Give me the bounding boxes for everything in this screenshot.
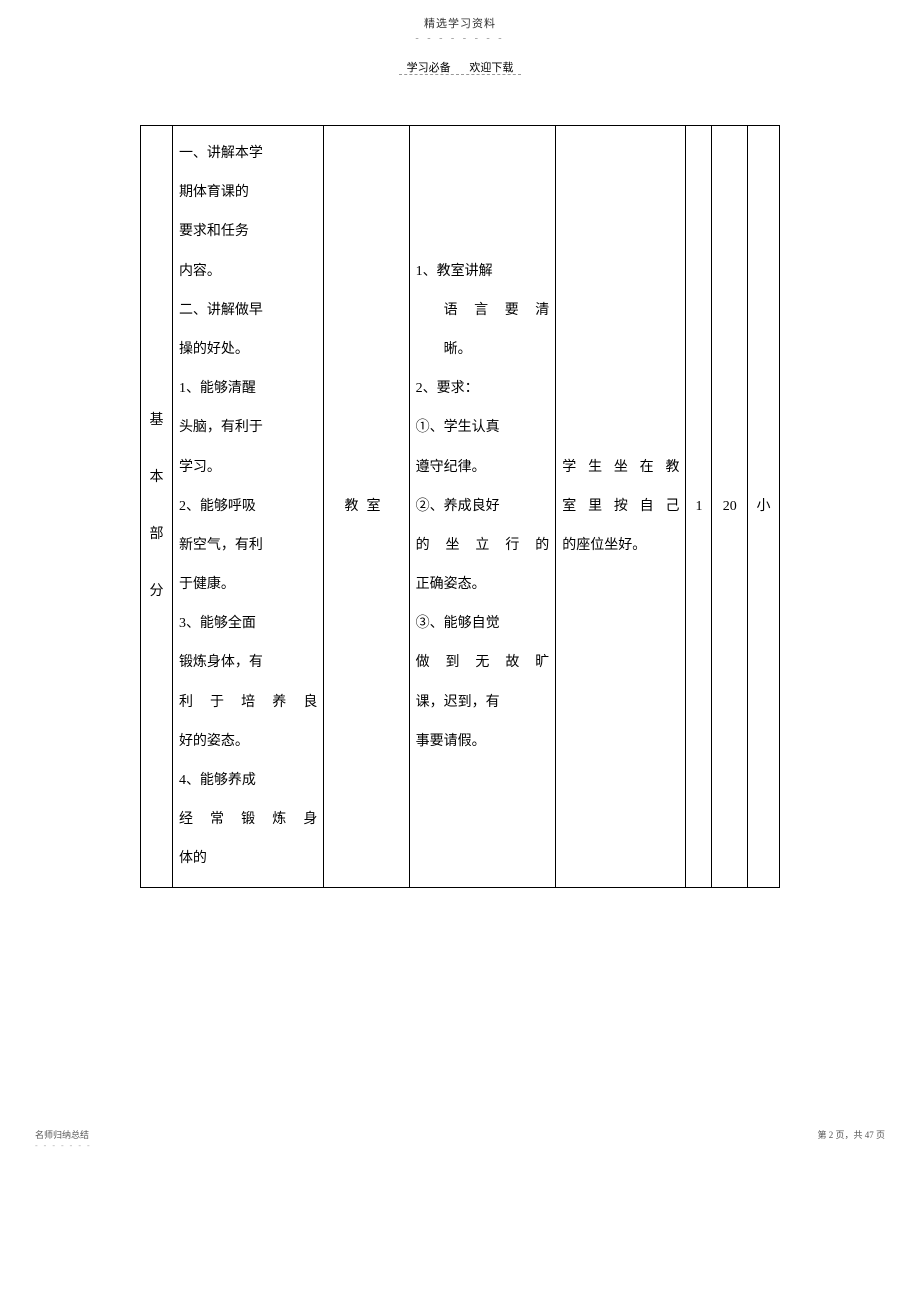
- content-line: 新空气，有利: [179, 526, 317, 565]
- requirement-line: 事要请假。: [416, 722, 550, 761]
- content-line: 内容。: [179, 252, 317, 291]
- content-line: 经常锻炼身: [179, 800, 317, 839]
- lesson-table: 基 本 部 分 一、讲解本学 期体育课的 要求和任务 内容。 二、讲解做早 操的…: [140, 125, 780, 888]
- content-line: 一、讲解本学: [179, 134, 317, 173]
- intensity-cell: 小: [747, 126, 779, 888]
- requirement-line: 遵守纪律。: [416, 448, 550, 487]
- footer-left-dots: - - - - - - -: [35, 1141, 92, 1150]
- section-cell: 基 本 部 分: [141, 126, 173, 888]
- content-line: 学习。: [179, 448, 317, 487]
- requirement-line: 课，迟到，有: [416, 683, 550, 722]
- section-char: 本: [147, 458, 166, 497]
- requirement-line: ③、能够自觉: [416, 604, 550, 643]
- requirement-cell: 1、教室讲解 语言要清 晰。 2、要求： ①、学生认真 遵守纪律。 ②、养成良好…: [409, 126, 556, 888]
- content-line: 二、讲解做早: [179, 291, 317, 330]
- requirement-line: 2、要求：: [416, 369, 550, 408]
- requirement-line: 的坐立行的: [416, 526, 550, 565]
- count-cell: 1: [686, 126, 712, 888]
- requirement-line: 晰。: [416, 330, 550, 369]
- content-line: 体的: [179, 839, 317, 878]
- student-cell: 学生坐在教 室里按自己 的座位坐好。: [556, 126, 686, 888]
- student-line: 学生坐在教: [562, 448, 679, 487]
- header-title: 精选学习资料: [0, 15, 920, 31]
- section-char: 分: [147, 572, 166, 611]
- header-dots: - - - - - - - -: [0, 33, 920, 44]
- content-cell: 一、讲解本学 期体育课的 要求和任务 内容。 二、讲解做早 操的好处。 1、能够…: [172, 126, 323, 888]
- requirement-line: 1、教室讲解: [416, 252, 550, 291]
- table-row: 基 本 部 分 一、讲解本学 期体育课的 要求和任务 内容。 二、讲解做早 操的…: [141, 126, 780, 888]
- content-line: 3、能够全面: [179, 604, 317, 643]
- content-line: 利于培养良: [179, 683, 317, 722]
- content-line: 操的好处。: [179, 330, 317, 369]
- footer-left-text: 名师归纳总结: [35, 1128, 92, 1141]
- student-line: 的座位坐好。: [562, 526, 679, 565]
- content-line: 要求和任务: [179, 212, 317, 251]
- content-line: 于健康。: [179, 565, 317, 604]
- content-line: 4、能够养成: [179, 761, 317, 800]
- requirement-line: ②、养成良好: [416, 487, 550, 526]
- requirement-line: 做到无故旷: [416, 643, 550, 682]
- student-line: 室里按自己: [562, 487, 679, 526]
- page-header: 精选学习资料 - - - - - - - - 学习必备 欢迎下载: [0, 0, 920, 75]
- requirement-line: ①、学生认真: [416, 408, 550, 447]
- sub-header-right: 欢迎下载: [461, 62, 521, 75]
- section-char: 基: [147, 401, 166, 440]
- sub-header-left: 学习必备: [399, 62, 459, 75]
- footer-right: 第 2 页，共 47 页: [817, 1128, 885, 1150]
- content-line: 期体育课的: [179, 173, 317, 212]
- requirement-line: 语言要清: [416, 291, 550, 330]
- requirement-line: 正确姿态。: [416, 565, 550, 604]
- sub-header: 学习必备 欢迎下载: [0, 59, 920, 75]
- section-char: 部: [147, 515, 166, 554]
- content-line: 2、能够呼吸: [179, 487, 317, 526]
- time-cell: 20: [712, 126, 748, 888]
- content-line: 锻炼身体，有: [179, 643, 317, 682]
- location-cell: 教室: [324, 126, 409, 888]
- content-line: 头脑，有利于: [179, 408, 317, 447]
- content-line: 1、能够清醒: [179, 369, 317, 408]
- page-footer: 名师归纳总结 - - - - - - - 第 2 页，共 47 页: [0, 1128, 920, 1150]
- footer-left: 名师归纳总结 - - - - - - -: [35, 1128, 92, 1150]
- content-line: 好的姿态。: [179, 722, 317, 761]
